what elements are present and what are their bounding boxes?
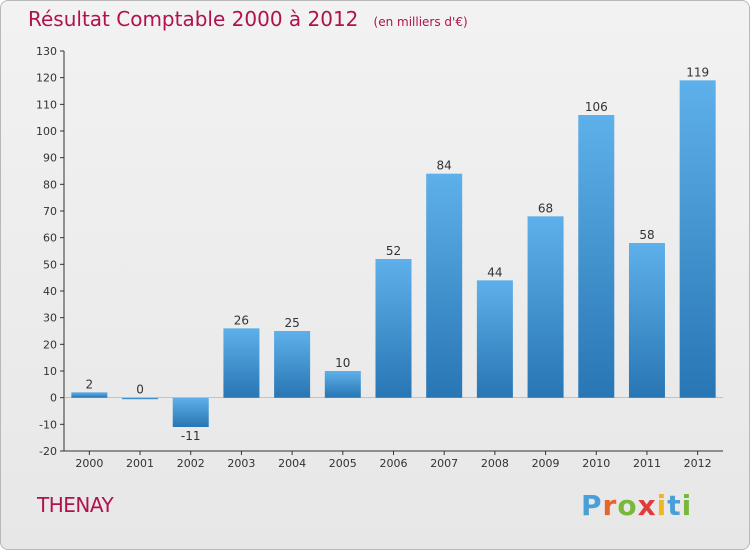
bar-2002 [172,397,209,427]
data-label-2000: 2 [86,377,94,391]
title-row: Résultat Comptable 2000 à 2012 (en milli… [28,7,468,31]
x-tick-label-2011: 2011 [633,457,661,470]
y-tick-label: 50 [43,258,57,271]
bar-2010 [578,115,615,398]
chart-subtitle: (en milliers d'€) [373,15,468,29]
y-tick-label: 80 [43,178,57,191]
bar-2005 [324,371,361,398]
y-tick-label: -10 [39,418,57,431]
logo-letter: x [637,489,657,522]
x-tick-label-2010: 2010 [582,457,610,470]
y-tick-label: 70 [43,205,57,218]
data-label-2004: 25 [284,316,299,330]
data-label-2008: 44 [487,265,502,279]
bar-2012 [679,80,716,398]
y-tick-label: 0 [50,392,57,405]
bar-2001 [122,397,159,400]
x-tick-label-2009: 2009 [532,457,560,470]
y-tick-label: 10 [43,365,57,378]
x-tick-label-2005: 2005 [329,457,357,470]
data-label-2007: 84 [437,159,452,173]
data-label-2005: 10 [335,356,350,370]
logo-letter: i [681,489,693,522]
bar-2009 [527,216,564,398]
x-tick-label-2008: 2008 [481,457,509,470]
y-tick-label: 30 [43,312,57,325]
logo-letter: r [602,489,618,522]
proxiti-logo: Proxiti [581,489,692,522]
chart-title: Résultat Comptable 2000 à 2012 [28,7,359,31]
bar-2003 [223,328,260,398]
x-tick-label-2003: 2003 [227,457,255,470]
logo-letter: i [656,489,668,522]
x-tick-label-2007: 2007 [430,457,458,470]
logo-letter: t [667,489,682,522]
logo-letter: P [581,489,603,522]
y-tick-label: 40 [43,285,57,298]
data-label-2002: -11 [181,429,201,443]
y-tick-label: 120 [36,72,57,85]
bar-2000 [71,392,108,398]
y-tick-label: 90 [43,152,57,165]
x-tick-label-2004: 2004 [278,457,306,470]
x-tick-label-2001: 2001 [126,457,154,470]
y-tick-label: 100 [36,125,57,138]
x-tick-label-2000: 2000 [75,457,103,470]
data-label-2012: 119 [686,65,709,79]
bar-2004 [274,331,311,398]
logo-letter: o [617,489,638,522]
x-tick-label-2012: 2012 [684,457,712,470]
x-tick-label-2006: 2006 [380,457,408,470]
commune-name: THENAY [37,493,114,517]
data-label-2010: 106 [585,100,608,114]
y-tick-label: 110 [36,98,57,111]
bar-2008 [476,280,513,398]
y-tick-label: 60 [43,232,57,245]
data-label-2011: 58 [639,228,654,242]
y-tick-label: 20 [43,338,57,351]
data-label-2003: 26 [234,313,249,327]
bar-2007 [426,173,463,398]
y-tick-label: -20 [39,445,57,458]
data-label-2009: 68 [538,201,553,215]
bar-2006 [375,259,412,398]
y-tick-label: 130 [36,45,57,58]
data-label-2001: 0 [136,383,144,397]
bar-2011 [628,243,665,398]
x-tick-label-2002: 2002 [177,457,205,470]
data-label-2006: 52 [386,244,401,258]
